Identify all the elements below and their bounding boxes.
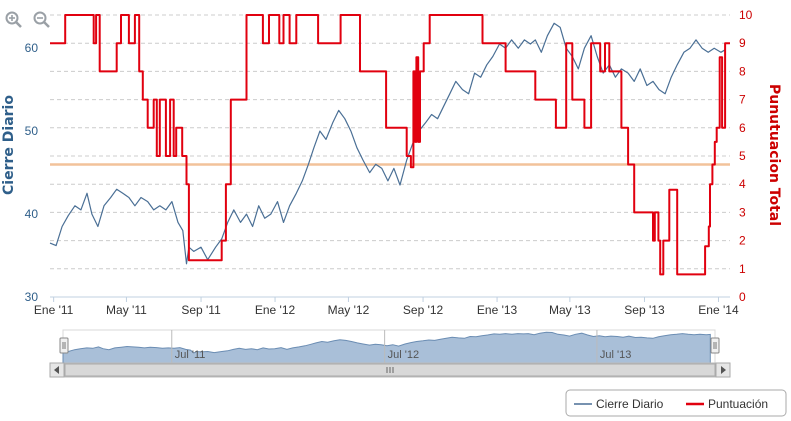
legend: Cierre Diario Puntuación (565, 389, 787, 417)
navigator[interactable]: Jul '11 Jul '12 Jul '13 (59, 329, 720, 364)
right-tick-label-3: 3 (739, 205, 746, 219)
legend-item-cierre[interactable]: Cierre Diario (574, 397, 664, 411)
right-axis-title: Punutuacion Total (766, 84, 782, 226)
x-tick-label-sep-12: Sep '12 (403, 303, 444, 317)
right-axis: 0 1 2 3 4 5 6 7 8 9 10 (739, 8, 753, 304)
legend-label-puntuacion: Puntuación (708, 397, 768, 411)
navigator-area (62, 331, 711, 364)
left-tick-label-60: 60 (25, 41, 39, 55)
right-tick-label-9: 9 (739, 36, 746, 50)
arrow-left-icon (54, 366, 59, 374)
right-tick-label-8: 8 (739, 64, 746, 78)
navigator-label-jul-12: Jul '12 (388, 349, 419, 361)
x-tick-label-sep-13: Sep '13 (624, 303, 665, 317)
x-tick-label-ene-14: Ene '14 (698, 303, 739, 317)
navigator-left-handle[interactable] (59, 337, 69, 354)
right-tick-label-7: 7 (739, 93, 746, 107)
legend-label-cierre: Cierre Diario (596, 397, 664, 411)
right-tick-label-1: 1 (739, 262, 746, 276)
navigator-series: Jul '11 Jul '12 Jul '13 (62, 330, 711, 364)
x-axis: Ene '11 May '11 Sep '11 Ene '12 May '12 Sep '… (34, 297, 739, 317)
left-axis-title: Cierre Diario (1, 95, 17, 195)
left-axis: 30 40 50 60 (25, 41, 39, 304)
zoom-out-icon[interactable] (33, 11, 50, 28)
x-tick-label-ene-13: Ene '13 (477, 303, 518, 317)
right-tick-label-5: 5 (739, 149, 746, 163)
right-tick-label-0: 0 (739, 290, 746, 304)
left-tick-label-50: 50 (25, 124, 39, 138)
x-tick-label-ene-12: Ene '12 (255, 303, 296, 317)
series-line-cierre-diario (49, 22, 726, 265)
zoom-in-icon[interactable] (5, 11, 22, 28)
x-tick-label-may-13: May '13 (549, 303, 591, 317)
x-tick-label-may-12: May '12 (328, 303, 370, 317)
left-tick-label-40: 40 (25, 207, 39, 221)
navigator-label-jul-11: Jul '11 (175, 349, 206, 361)
x-tick-label-may-11: May '11 (106, 303, 147, 317)
right-tick-label-10: 10 (739, 8, 753, 22)
left-tick-label-30: 30 (25, 290, 39, 304)
arrow-right-icon (721, 366, 726, 374)
navigator-label-jul-13: Jul '13 (600, 349, 631, 361)
series-layer (49, 14, 730, 276)
series-line-puntuaci-n (50, 14, 730, 276)
right-tick-label-2: 2 (739, 234, 746, 248)
legend-item-puntuacion[interactable]: Puntuación (686, 397, 768, 411)
right-tick-label-6: 6 (739, 121, 746, 135)
scrollbar[interactable] (49, 362, 731, 378)
x-tick-label-sep-11: Sep '11 (181, 303, 221, 317)
right-tick-label-4: 4 (739, 177, 746, 191)
navigator-right-handle[interactable] (710, 337, 720, 354)
x-tick-label-ene-11: Ene '11 (34, 303, 74, 317)
